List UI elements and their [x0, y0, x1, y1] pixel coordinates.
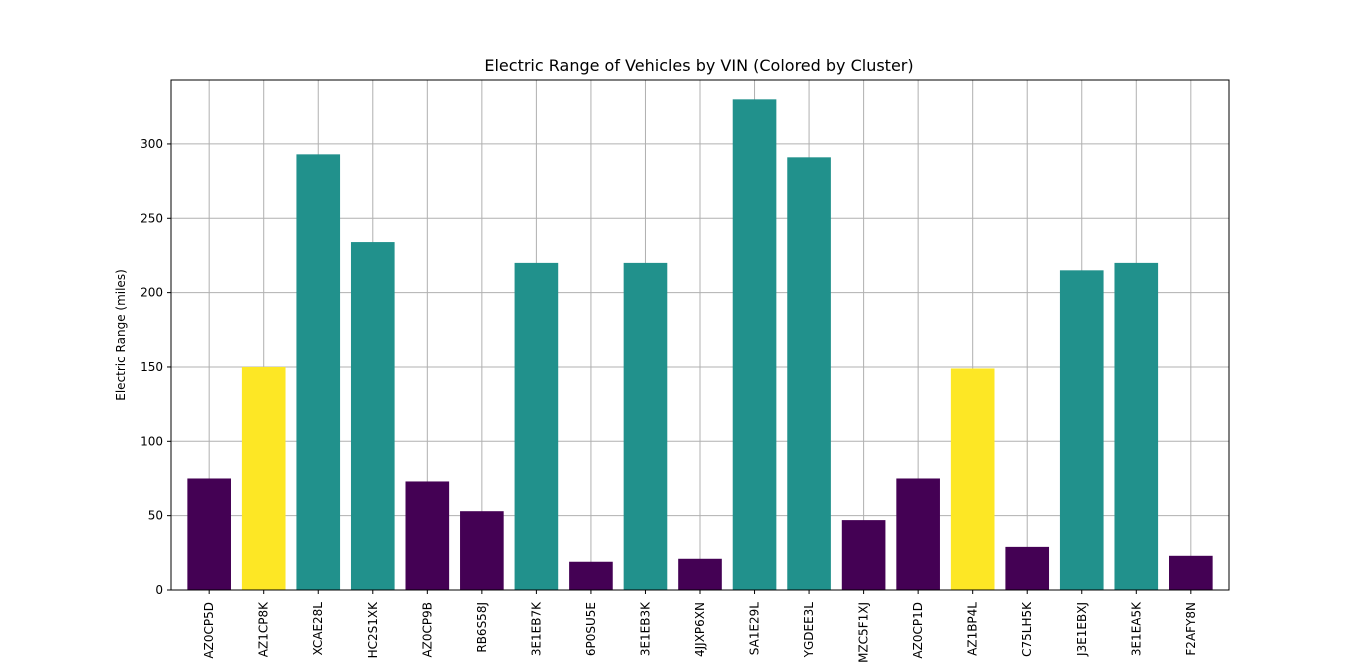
chart-title: Electric Range of Vehicles by VIN (Color…	[484, 56, 913, 75]
bar-C75LH5K	[1005, 546, 1050, 590]
bar-XCAE28L	[296, 154, 341, 590]
y-axis-label: Electric Range (miles)	[114, 269, 128, 400]
y-tick-label: 250	[140, 211, 163, 225]
x-tick-label: AZ0CP9B	[420, 602, 434, 658]
x-tick-label: AZ1BP4L	[966, 602, 980, 656]
bar-J3E1EBXJ	[1059, 270, 1104, 590]
y-tick-label: 0	[155, 583, 163, 597]
y-tick-label: 200	[140, 286, 163, 300]
x-tick-label: 3E1EB3K	[638, 601, 652, 656]
y-tick-label: 100	[140, 434, 163, 448]
bar-AZ1CP8K	[241, 366, 286, 590]
x-tick-label: 3E1EA5K	[1129, 601, 1143, 656]
x-tick-label: AZ0CP1D	[911, 602, 925, 659]
x-tick-label: 3E1EB7K	[529, 601, 543, 656]
y-tick-label: 150	[140, 360, 163, 374]
x-tick-label: HC2S1XK	[366, 601, 380, 659]
bar-3E1EB7K	[514, 262, 559, 590]
x-tick-label: F2AFY8N	[1184, 602, 1198, 656]
bar-3E1EB3K	[623, 262, 668, 590]
y-axis-ticks: 0 50 100 150 200 250 300	[140, 137, 171, 597]
bar-3E1EA5K	[1114, 262, 1159, 590]
bar-MZC5F1XJ	[841, 520, 886, 590]
bars	[187, 99, 1213, 591]
x-tick-label: 6P0SU5E	[584, 602, 598, 656]
x-tick-label: 4JJXP6XN	[693, 602, 707, 657]
bar-AZ0CP5D	[187, 478, 231, 590]
x-tick-label: SA1E29L	[748, 602, 762, 656]
x-axis-ticks: AZ0CP5D AZ1CP8K XCAE28L HC2S1XK AZ0CP9B RB6S5…	[202, 590, 1198, 663]
bar-AZ0CP9B	[405, 481, 450, 590]
bar-AZ1BP4L	[950, 368, 995, 590]
x-tick-label: AZ0CP5D	[202, 602, 216, 659]
x-tick-label: C75LH5K	[1020, 601, 1034, 657]
bar-SA1E29L	[732, 99, 777, 591]
y-tick-label: 50	[148, 509, 163, 523]
x-tick-label: RB6S58J	[475, 602, 489, 653]
bar-6P0SU5E	[569, 561, 613, 590]
bar-RB6S58J	[460, 511, 504, 590]
x-tick-label: XCAE28L	[311, 602, 325, 656]
bar-HC2S1XK	[350, 242, 395, 590]
bar-4JJXP6XN	[678, 558, 722, 590]
x-tick-label: J3E1EBXJ	[1075, 602, 1089, 657]
x-tick-label: YGDEE3L	[802, 602, 816, 659]
bar-YGDEE3L	[787, 157, 831, 590]
x-tick-label: AZ1CP8K	[257, 601, 271, 657]
bar-F2AFY8N	[1169, 555, 1213, 590]
x-tick-label: MZC5F1XJ	[857, 602, 871, 663]
y-tick-label: 300	[140, 137, 163, 151]
bar-AZ0CP1D	[896, 478, 940, 590]
